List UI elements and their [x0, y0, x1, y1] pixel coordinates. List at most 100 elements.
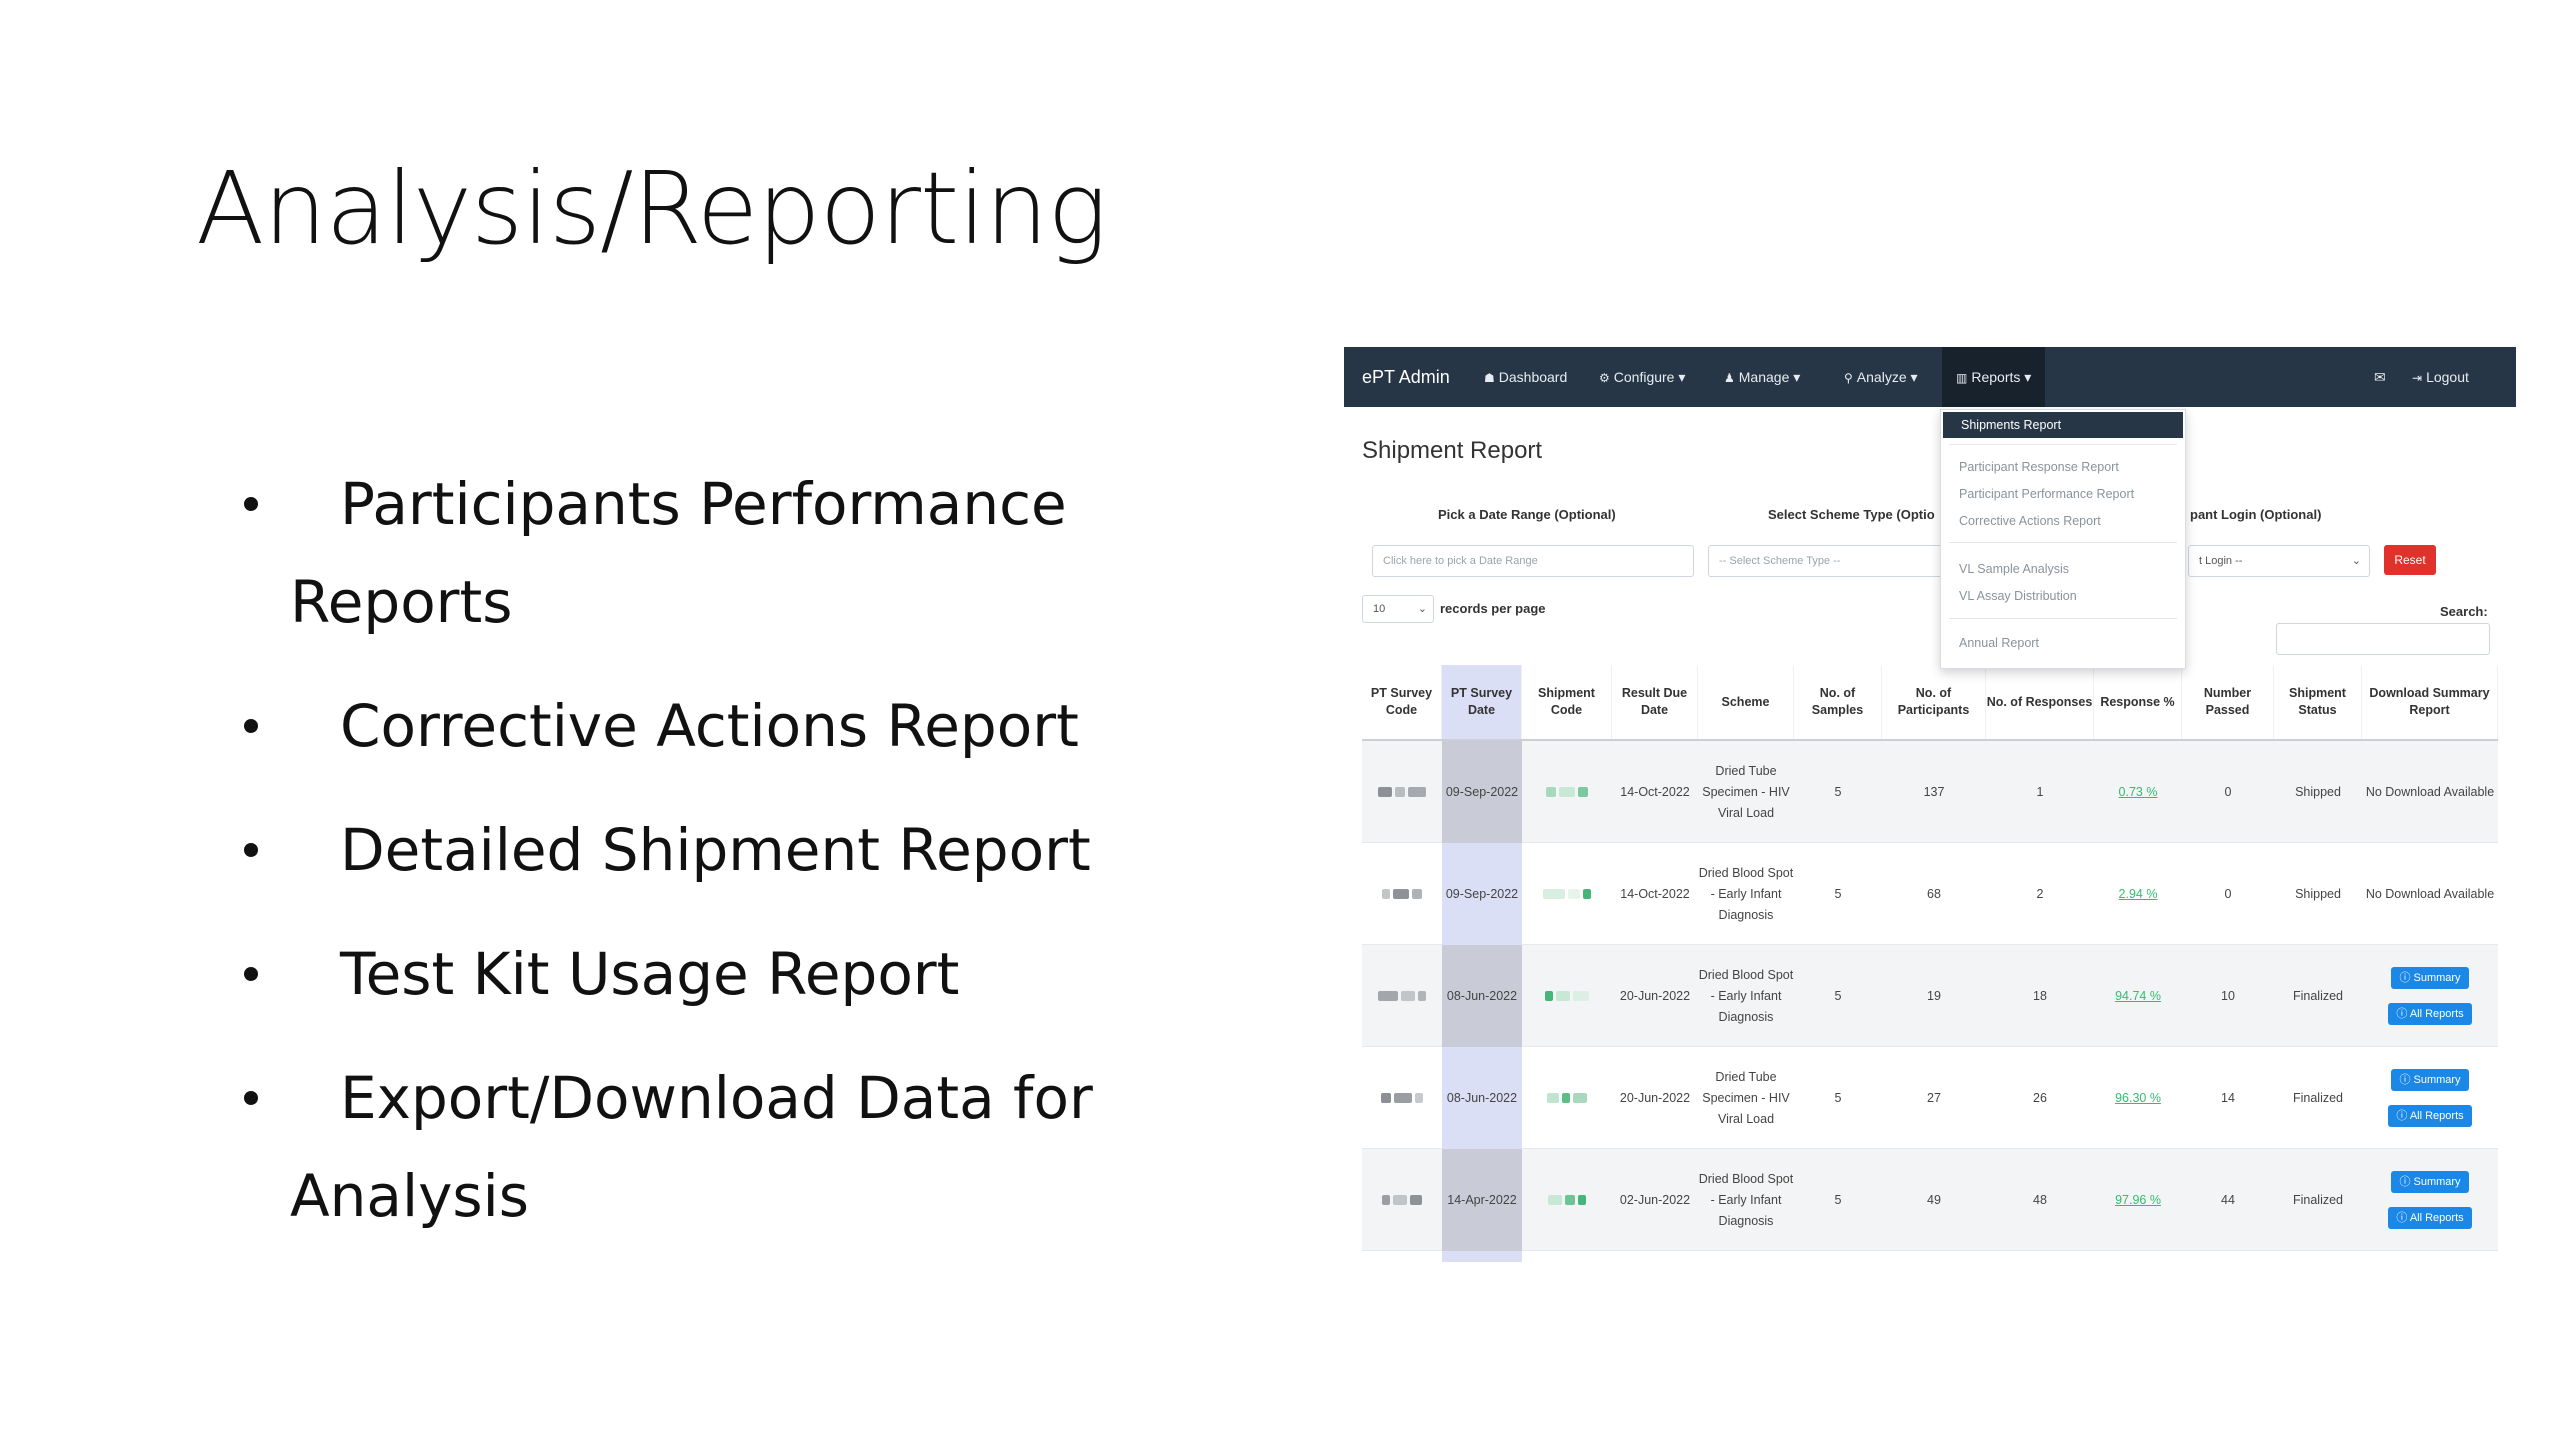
mail-icon[interactable]: ✉: [2374, 369, 2386, 385]
summary-button[interactable]: ⓘ Summary: [2391, 967, 2469, 989]
nav-reports[interactable]: ▥ Reports ▾: [1942, 347, 2046, 407]
scheme: Dried Blood Spot - Early Infant Diagnosi…: [1698, 1171, 1794, 1228]
survey-code-redacted: [1362, 1149, 1442, 1251]
bullet-list: Participants Performance Reports Correct…: [240, 455, 1240, 1271]
column-header[interactable]: Scheme: [1698, 665, 1794, 739]
download-actions: ⓘ Summary ⓘ All Reports: [2362, 1047, 2498, 1149]
nav-dashboard[interactable]: ☗ Dashboard: [1484, 347, 1567, 407]
result-due-date: 20-Jun-2022: [1619, 988, 1691, 1003]
all-reports-button[interactable]: ⓘ All Reports: [2388, 1003, 2472, 1025]
response-percent: 97.96 %: [2094, 1149, 2182, 1251]
menu-item-shipments-report[interactable]: Shipments Report: [1943, 412, 2183, 438]
column-header[interactable]: Shipment Code: [1522, 665, 1612, 739]
button-label: Summary: [2413, 972, 2461, 984]
number-passed: 0: [2224, 784, 2232, 799]
all-reports-button[interactable]: ⓘ All Reports: [2388, 1207, 2472, 1229]
bullet-text: Detailed Shipment Report: [340, 816, 1091, 884]
menu-item-participant-performance-report[interactable]: Participant Performance Report: [1959, 487, 2135, 501]
response-percent: 0.73 %: [2094, 741, 2182, 843]
bullet-dot: [244, 1091, 258, 1105]
bullet-item: Detailed Shipment Report: [240, 801, 1240, 899]
menu-item-participant-response-report[interactable]: Participant Response Report: [1959, 460, 2119, 474]
records-per-page-select[interactable]: 10 ⌄: [1362, 595, 1434, 623]
column-header[interactable]: Response %: [2094, 665, 2182, 739]
column-header[interactable]: PT Survey Code: [1362, 665, 1442, 739]
app-screenshot: ePT Admin ☗ Dashboard ⚙ Configure ▾ ♟ Manag…: [1344, 347, 2516, 1262]
shipment-code-redacted: [1522, 1047, 1612, 1149]
participant-login-select[interactable]: t Login -- ⌄: [2188, 545, 2370, 577]
date-range-input[interactable]: Click here to pick a Date Range: [1372, 545, 1694, 577]
app-brand[interactable]: ePT Admin: [1362, 367, 1450, 387]
response-percent-link[interactable]: 97.96 %: [2115, 1192, 2161, 1207]
column-header[interactable]: PT Survey Date: [1442, 665, 1522, 739]
menu-item-vl-assay-distribution[interactable]: VL Assay Distribution: [1959, 589, 2077, 603]
slide-title: Analysis/Reporting: [196, 150, 1107, 267]
nav-analyze[interactable]: ⚲ Analyze ▾: [1844, 347, 1918, 407]
response-percent-link[interactable]: 2.94 %: [2118, 886, 2158, 901]
result-due-date: 02-Jun-2022: [1619, 1192, 1691, 1207]
table-row: 09-Sep-2022 14-Oct-2022 Dried Blood Spot…: [1362, 843, 2498, 945]
nav-logout[interactable]: ⇥ Logout: [2412, 347, 2469, 407]
menu-item-annual-report[interactable]: Annual Report: [1959, 636, 2039, 650]
column-header[interactable]: Shipment Status: [2274, 665, 2362, 739]
scheme-type-label: Select Scheme Type (Optio: [1768, 507, 1935, 522]
nav-manage[interactable]: ♟ Manage ▾: [1724, 347, 1800, 407]
scheme-type-select[interactable]: -- Select Scheme Type --: [1708, 545, 1948, 577]
column-header[interactable]: No. of Participants: [1882, 665, 1986, 739]
response-percent-link[interactable]: 94.74 %: [2115, 988, 2161, 1003]
nav-label: Reports: [1971, 369, 2021, 385]
nav-label: Analyze: [1856, 369, 1907, 385]
shipment-table: PT Survey Code PT Survey Date Shipment C…: [1362, 665, 2498, 1262]
participants-count: 68: [1927, 886, 1941, 901]
samples-count: 5: [1834, 784, 1842, 799]
summary-button[interactable]: ⓘ Summary: [2391, 1171, 2469, 1193]
button-label: Summary: [2413, 1176, 2461, 1188]
user-icon: ♟: [1724, 371, 1735, 385]
shipment-status: Shipped: [2295, 886, 2341, 901]
column-header[interactable]: No. of Responses: [1986, 665, 2094, 739]
search-label: Search:: [2440, 604, 2488, 619]
reset-button[interactable]: Reset: [2384, 545, 2436, 575]
responses-count: 2: [2036, 886, 2044, 901]
scheme: Dried Blood Spot - Early Infant Diagnosi…: [1698, 967, 1794, 1024]
column-header[interactable]: Result Due Date: [1612, 665, 1698, 739]
button-label: All Reports: [2409, 1110, 2464, 1122]
button-label: All Reports: [2409, 1212, 2464, 1224]
all-reports-button[interactable]: ⓘ All Reports: [2388, 1105, 2472, 1127]
shipment-code-redacted: [1522, 741, 1612, 843]
survey-code-redacted: [1362, 1047, 1442, 1149]
gear-icon: ⚙: [1599, 371, 1610, 385]
shipment-status: Shipped: [2295, 784, 2341, 799]
download-status: No Download Available: [2365, 886, 2495, 901]
response-percent-link[interactable]: 0.73 %: [2118, 784, 2158, 799]
bullet-text: Participants Performance Reports: [290, 470, 1067, 636]
nav-label: Manage: [1738, 369, 1790, 385]
samples-count: 5: [1834, 988, 1842, 1003]
column-header[interactable]: Download Summary Report: [2362, 665, 2498, 739]
bullet-text: Test Kit Usage Report: [340, 940, 960, 1008]
menu-item-vl-sample-analysis[interactable]: VL Sample Analysis: [1959, 562, 2070, 576]
response-percent-link[interactable]: 96.30 %: [2115, 1090, 2161, 1105]
responses-count: 1: [2036, 784, 2044, 799]
search-input[interactable]: [2276, 623, 2490, 655]
button-label: All Reports: [2409, 1008, 2464, 1020]
logout-icon: ⇥: [2412, 371, 2423, 385]
menu-item-corrective-actions-report[interactable]: Corrective Actions Report: [1959, 514, 2101, 528]
nav-configure[interactable]: ⚙ Configure ▾: [1599, 347, 1685, 407]
dashboard-icon: ☗: [1484, 371, 1495, 385]
summary-button[interactable]: ⓘ Summary: [2391, 1069, 2469, 1091]
samples-count: 5: [1834, 1192, 1842, 1207]
scheme: Dried Blood Spot - Early Infant Diagnosi…: [1698, 865, 1794, 922]
page-title: Shipment Report: [1362, 437, 1543, 464]
shipment-status: Finalized: [2292, 988, 2344, 1003]
records-per-page-label: records per page: [1440, 601, 1546, 616]
bullet-dot: [244, 843, 258, 857]
shipment-code-redacted: [1522, 945, 1612, 1047]
responses-count: 26: [2033, 1090, 2047, 1105]
samples-count: 5: [1834, 886, 1842, 901]
download-actions: ⓘ Summary ⓘ All Reports: [2362, 1149, 2498, 1251]
column-header[interactable]: Number Passed: [2182, 665, 2274, 739]
nav-label: Configure: [1613, 369, 1675, 385]
column-header[interactable]: No. of Samples: [1794, 665, 1882, 739]
info-icon: ⓘ: [2399, 1074, 2414, 1086]
